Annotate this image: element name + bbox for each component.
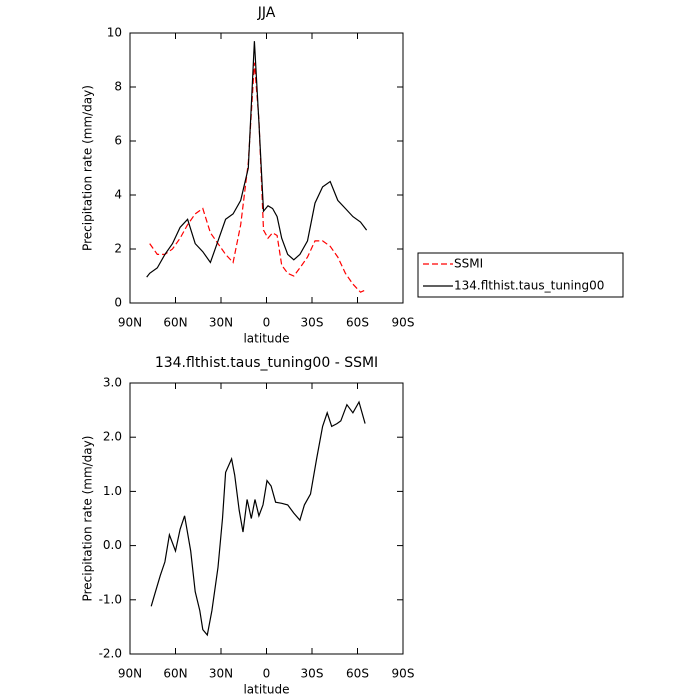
x-tick-label: 90S bbox=[392, 316, 415, 330]
x-axis-label: latitude bbox=[243, 332, 289, 346]
x-tick-label: 30S bbox=[301, 667, 324, 681]
y-tick-label: 1.0 bbox=[103, 484, 122, 498]
y-axis-label: Precipitation rate (mm/day) bbox=[81, 85, 95, 251]
x-tick-label: 90N bbox=[118, 667, 142, 681]
y-tick-label: 0 bbox=[114, 296, 122, 310]
y-tick-label: 3.0 bbox=[103, 376, 122, 390]
x-tick-label: 90N bbox=[118, 316, 142, 330]
x-tick-label: 0 bbox=[263, 316, 271, 330]
legend-label: SSMI bbox=[454, 257, 483, 271]
x-tick-label: 30N bbox=[209, 667, 233, 681]
x-tick-label: 60S bbox=[346, 667, 369, 681]
x-tick-label: 30N bbox=[209, 316, 233, 330]
y-tick-label: 0.0 bbox=[103, 538, 122, 552]
x-axis-label: latitude bbox=[243, 683, 289, 697]
x-tick-label: 0 bbox=[263, 667, 271, 681]
data-line bbox=[146, 41, 368, 278]
chart-title: 134.flthist.taus_tuning00 - SSMI bbox=[155, 355, 378, 371]
x-tick-label: 60S bbox=[346, 316, 369, 330]
legend-label: 134.flthist.taus_tuning00 bbox=[454, 279, 604, 293]
data-line bbox=[150, 400, 366, 637]
x-tick-label: 60N bbox=[163, 667, 187, 681]
y-tick-label: -1.0 bbox=[99, 592, 122, 606]
y-tick-label: 10 bbox=[107, 26, 122, 40]
x-tick-label: 90S bbox=[392, 667, 415, 681]
x-tick-label: 30S bbox=[301, 316, 324, 330]
data-line bbox=[149, 62, 367, 293]
y-tick-label: 2.0 bbox=[103, 430, 122, 444]
plot-frame bbox=[129, 382, 404, 655]
plot-frame bbox=[129, 32, 404, 304]
x-tick-label: 60N bbox=[163, 316, 187, 330]
y-tick-label: 4 bbox=[114, 188, 122, 202]
legend-box bbox=[417, 252, 624, 298]
y-tick-label: -2.0 bbox=[99, 647, 122, 661]
y-axis-label: Precipitation rate (mm/day) bbox=[81, 436, 95, 602]
y-tick-label: 8 bbox=[114, 80, 122, 94]
chart-title: JJA bbox=[257, 5, 276, 21]
y-tick-label: 6 bbox=[114, 134, 122, 148]
y-tick-label: 2 bbox=[114, 242, 122, 256]
